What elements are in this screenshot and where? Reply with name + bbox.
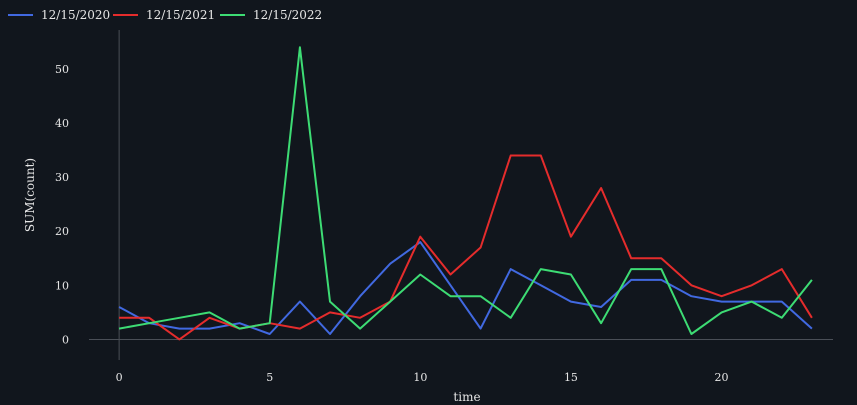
y-tick-label: 40 — [55, 117, 69, 130]
legend-label: 12/15/2021 — [146, 8, 215, 22]
legend[interactable]: 12/15/2020 12/15/2021 12/15/2022 — [8, 8, 322, 22]
x-tick-label: 0 — [116, 371, 123, 384]
series-lines — [118, 46, 813, 341]
y-tick-label: 0 — [62, 333, 69, 346]
x-tick-label: 5 — [266, 371, 273, 384]
x-tick-label: 10 — [413, 371, 427, 384]
y-tick-label: 30 — [55, 171, 69, 184]
legend-item-1[interactable]: 12/15/2020 — [8, 8, 110, 22]
y-tick-label: 50 — [55, 63, 69, 76]
series-line-1 — [118, 241, 813, 335]
series-line-3 — [118, 46, 813, 335]
x-tick-label: 20 — [715, 371, 729, 384]
legend-item-3[interactable]: 12/15/2022 — [220, 8, 322, 22]
y-tick-label: 10 — [55, 279, 69, 292]
x-axis-title: time — [453, 390, 480, 404]
y-axis-title: SUM(count) — [23, 158, 37, 232]
legend-label: 12/15/2020 — [41, 8, 110, 22]
legend-label: 12/15/2022 — [253, 8, 322, 22]
x-tick-label: 15 — [564, 371, 578, 384]
legend-item-2[interactable]: 12/15/2021 — [113, 8, 215, 22]
y-tick-label: 20 — [55, 225, 69, 238]
axes: 0 10 20 30 40 50 0 5 10 15 20 — [55, 30, 833, 384]
series-line-2 — [119, 154, 813, 341]
